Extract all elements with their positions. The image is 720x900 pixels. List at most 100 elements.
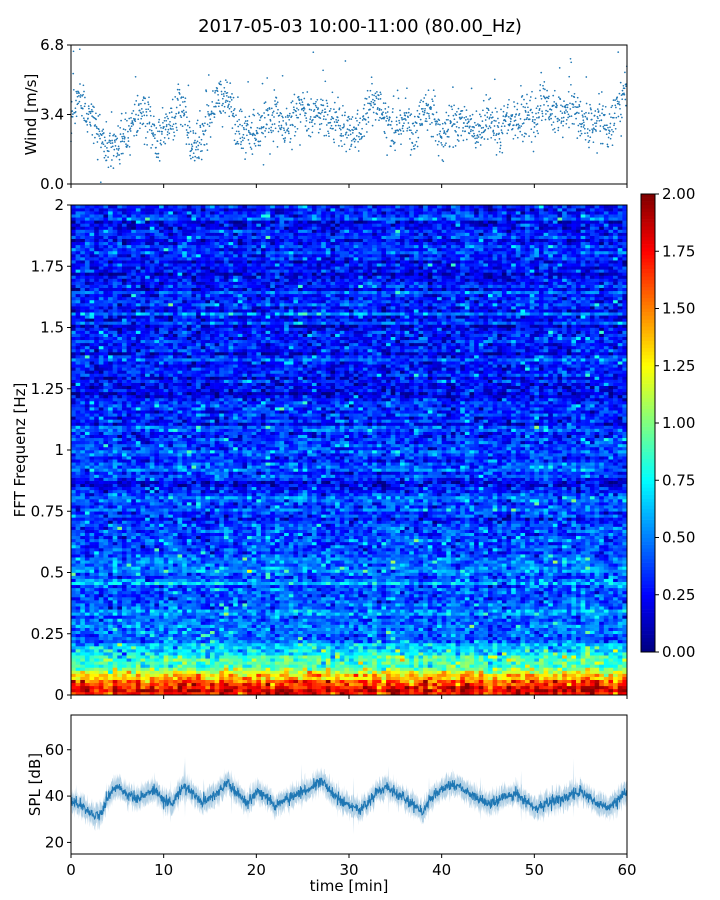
spectrogram-cell (108, 612, 113, 616)
spectrogram-cell (121, 688, 127, 693)
spectrogram-cell (126, 499, 132, 503)
wind-point (348, 129, 350, 131)
spectrogram-cell (126, 217, 132, 221)
wind-point (171, 125, 174, 128)
wind-point (515, 113, 518, 115)
wind-point (144, 97, 147, 100)
spectrogram-cell (135, 505, 141, 509)
spectrogram-cell (154, 407, 160, 411)
spectrogram-cell (89, 450, 95, 454)
spectrogram-cell (145, 639, 151, 644)
spectrogram-cell (112, 489, 118, 494)
spectrogram-cell (98, 453, 104, 457)
spectrogram-cell (121, 299, 127, 304)
spectrogram-cell (71, 303, 76, 307)
spectrogram-cell (84, 593, 90, 598)
spectrogram-cell (80, 474, 86, 478)
spectrogram-cell (131, 296, 137, 301)
spectrogram-cell (149, 287, 155, 292)
spectrogram-cell (140, 303, 146, 307)
spectrogram-cell (126, 352, 132, 356)
spectrogram-cell (103, 263, 109, 267)
spectrogram-cell (131, 339, 137, 344)
spectrogram-cell (71, 630, 76, 635)
spectrogram-cell (94, 600, 100, 604)
wind-point (200, 143, 202, 146)
wind-point (586, 128, 589, 130)
wind-point (444, 122, 447, 125)
spectrogram-cell (149, 397, 155, 402)
spectrogram-cell (159, 397, 164, 402)
spectrogram-cell (98, 355, 104, 359)
wind-point (113, 139, 116, 142)
spectrogram-cell (98, 603, 104, 607)
wind-point (395, 116, 398, 119)
spectrogram-cell (89, 345, 95, 350)
wind-point (168, 112, 171, 114)
spectrogram-cell (159, 630, 164, 635)
spectrogram-cell (108, 544, 113, 549)
spectrogram-cell (131, 220, 137, 224)
spectrogram-cell (71, 526, 76, 530)
spectrogram-cell (131, 572, 137, 576)
spectrogram-cell (89, 453, 95, 457)
spectrogram-cell (135, 376, 141, 380)
spectrogram-cell (98, 563, 104, 567)
spectrogram-cell (117, 401, 123, 405)
spectrogram-cell (126, 618, 132, 622)
wind-point (144, 102, 146, 105)
spectrogram-cell (154, 560, 160, 564)
wind-point (355, 128, 358, 131)
spectrogram-cell (80, 609, 86, 613)
spectrogram-cell (75, 394, 81, 399)
spectrogram-cell (154, 275, 160, 279)
spectrogram-cell (89, 639, 95, 644)
wind-point (577, 124, 580, 127)
spectrogram-cell (80, 465, 86, 469)
wind-point (586, 132, 589, 134)
spectrogram-cell (98, 263, 104, 267)
spectrogram-cell (108, 569, 113, 573)
wind-point (329, 107, 332, 110)
wind-point (519, 130, 522, 133)
spectrogram-cell (103, 401, 109, 405)
spectrogram-cell (154, 376, 160, 380)
wind-point (97, 128, 100, 131)
wind-point (394, 131, 397, 134)
spectrogram-cell (149, 587, 155, 592)
spectrogram-cell (126, 428, 132, 432)
spectrogram-cell (117, 609, 123, 613)
spectrogram-cell (126, 477, 132, 481)
wind-point (312, 118, 314, 121)
spectrogram-cell (159, 321, 164, 325)
spectrogram-cell (145, 649, 151, 653)
spectrogram-cell (145, 670, 151, 674)
spectrogram-cell (84, 511, 90, 515)
spectrogram-cell (84, 394, 90, 399)
spectrogram-cell (149, 627, 155, 631)
spectrogram-cell (149, 511, 155, 515)
spectrogram-cell (154, 379, 160, 383)
wind-point (586, 118, 589, 121)
spectrogram-cell (159, 606, 164, 610)
spectrogram-cell (98, 370, 104, 374)
spectrogram-cell (84, 636, 90, 641)
wind-point (198, 141, 201, 144)
wind-point (413, 147, 416, 150)
spectrogram-cell (149, 639, 155, 644)
spectrogram-cell (154, 303, 160, 307)
wind-point (430, 106, 433, 109)
spectrogram-cell (75, 661, 81, 665)
spectrogram-cell (71, 642, 76, 647)
spectrogram-cell (84, 416, 90, 420)
wind-point (325, 124, 328, 126)
spectrogram-cell (94, 517, 100, 521)
spectrogram-cell (103, 299, 109, 304)
wind-point (533, 126, 536, 128)
spectrogram-cell (145, 664, 151, 668)
spectrogram-cell (140, 220, 146, 224)
spectrogram-cell (149, 247, 155, 252)
spectrogram-cell (84, 492, 90, 497)
spectrogram-cell (75, 642, 81, 647)
spectrogram-cell (117, 511, 123, 515)
